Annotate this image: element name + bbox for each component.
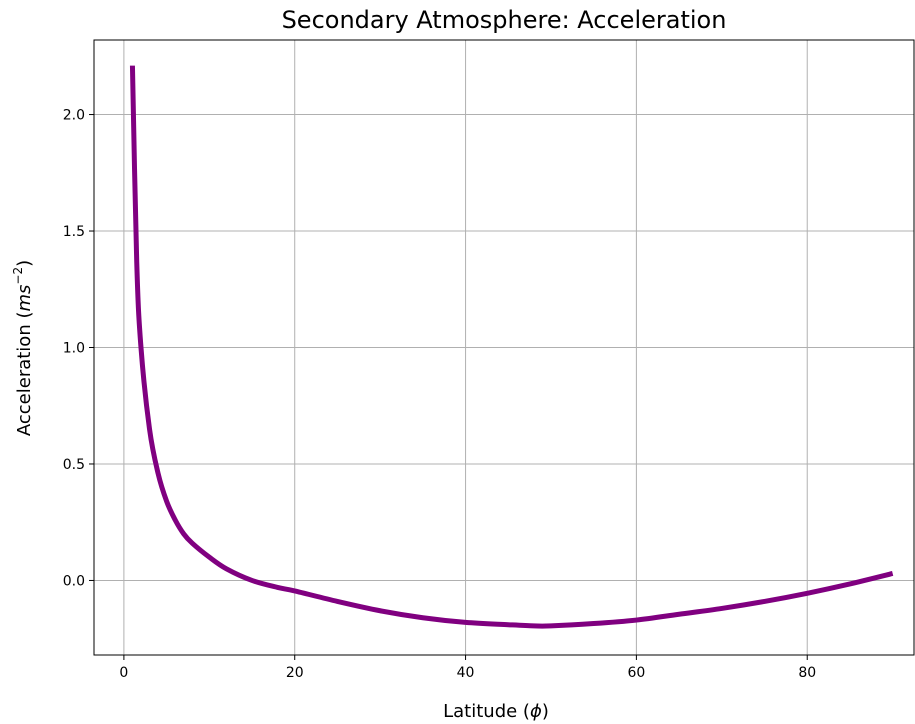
x-tick-label: 40	[457, 665, 475, 681]
chart-title: Secondary Atmosphere: Acceleration	[282, 6, 727, 34]
y-tick-label: 0.5	[63, 457, 85, 473]
y-axis-label: Acceleration (ms−2)	[11, 260, 35, 436]
grid	[94, 40, 914, 655]
series-layer	[129, 65, 894, 629]
x-tick-label: 60	[627, 665, 645, 681]
x-tick-label: 20	[286, 665, 304, 681]
x-tick-label: 0	[119, 665, 128, 681]
x-axis-label: Latitude (ϕ)	[443, 701, 549, 722]
y-tick-label: 0.0	[63, 573, 85, 589]
x-tick-label: 80	[798, 665, 816, 681]
y-tick-label: 1.0	[63, 341, 85, 357]
series-line	[129, 65, 894, 629]
y-ticks: 0.0 0.5 1.0 1.5 2.0	[63, 108, 94, 589]
y-tick-label: 1.5	[63, 224, 85, 240]
x-ticks: 0 20 40 60 80	[119, 655, 816, 681]
y-tick-label: 2.0	[63, 108, 85, 124]
